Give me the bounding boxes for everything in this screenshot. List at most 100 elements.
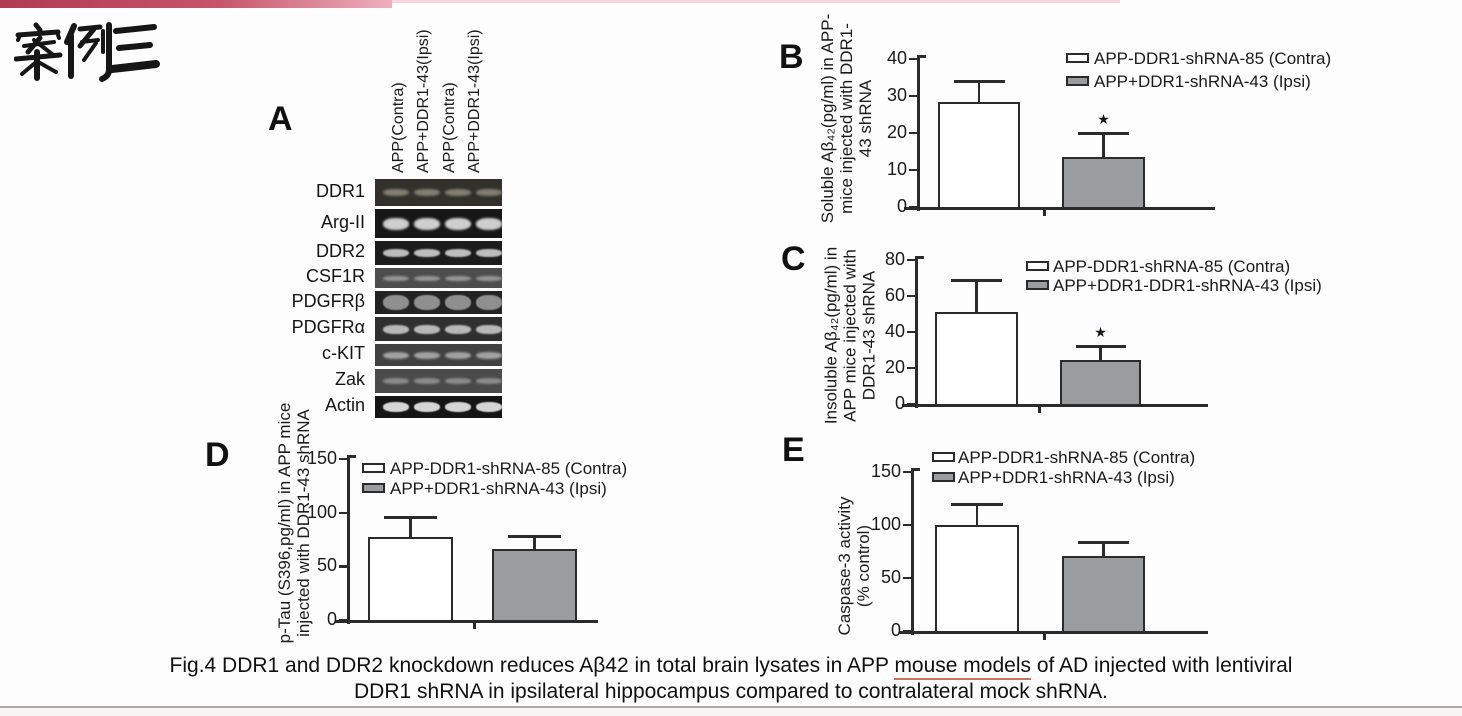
y-axis-label-line: p-Tau (S396,pg/ml) in APP mice <box>275 402 294 644</box>
top-accent-line <box>0 0 1120 3</box>
gel-band <box>445 378 471 384</box>
caption-line2: DDR1 shRNA in ipsilateral hippocampus co… <box>354 680 1108 703</box>
y-tick-label: 40 <box>884 321 905 341</box>
gel-band <box>445 351 471 359</box>
error-bar-cap <box>508 535 561 539</box>
y-tick-label: 0 <box>896 196 907 216</box>
gel-band <box>383 351 409 359</box>
axis-top-stub <box>917 55 926 58</box>
bottom-margin-strip <box>0 708 1462 716</box>
bar-ipsi <box>1062 555 1145 633</box>
gel-band <box>414 402 440 412</box>
y-tick-label: 80 <box>884 249 905 269</box>
bar-ipsi <box>1060 359 1141 406</box>
gel-band <box>414 324 440 334</box>
gel-strip <box>375 241 502 265</box>
blot-row-label: CSF1R <box>305 266 365 286</box>
blot-lane-label: APP+DDR1-43(Ipsi) <box>466 29 483 173</box>
y-tick <box>339 458 347 461</box>
bar-contra <box>935 525 1019 633</box>
y-tick <box>907 367 915 370</box>
significance-star: ★ <box>1097 111 1110 127</box>
y-tick-label: 40 <box>886 48 907 68</box>
bar-ipsi <box>1062 157 1145 209</box>
error-bar-stem <box>1102 133 1105 161</box>
y-tick <box>903 630 911 633</box>
gel-band <box>445 324 471 334</box>
gel-strip <box>375 209 502 238</box>
bar-contra <box>938 101 1020 209</box>
figure-caption: Fig.4 DDR1 and DDR2 knockdown reduces Aβ… <box>0 653 1462 705</box>
blot-row-label: c-KIT <box>322 343 365 363</box>
gel-band <box>383 378 409 384</box>
caption-underlined-text: mouse models <box>894 654 1031 680</box>
gel-band <box>476 275 502 281</box>
error-bar-stem <box>1102 541 1105 559</box>
error-bar-stem <box>409 516 412 541</box>
legend-swatch <box>1066 76 1089 86</box>
blot-row-label: Zak <box>334 369 365 389</box>
gel-band <box>414 217 440 230</box>
legend-swatch <box>1026 261 1049 271</box>
legend-swatch <box>1026 280 1049 290</box>
blot-row-label: PDGFRα <box>291 317 365 337</box>
gel-band <box>445 402 471 412</box>
significance-star: ★ <box>1094 323 1107 340</box>
panel-letter-c: C <box>781 240 806 278</box>
y-axis <box>915 256 918 408</box>
y-tick <box>903 577 911 580</box>
legend-label: APP-DDR1-shRNA-85 (Contra) <box>390 459 628 478</box>
gel-band <box>383 249 409 257</box>
legend-label: APP+DDR1-DDR1-shRNA-43 (Ipsi) <box>1053 276 1322 295</box>
gel-strip <box>375 369 502 393</box>
x-axis <box>902 404 1208 407</box>
y-tick-label: 20 <box>886 122 907 142</box>
x-axis <box>335 620 598 623</box>
y-tick-label: 60 <box>884 285 905 305</box>
y-tick-label: 20 <box>884 357 905 377</box>
gel-band <box>383 189 409 196</box>
caption-line1: Fig.4 DDR1 and DDR2 knockdown reduces Aβ… <box>0 653 1462 680</box>
bar-contra <box>368 537 453 622</box>
y-tick <box>909 206 917 209</box>
gel-band <box>445 249 471 257</box>
slide-title-calligraphy <box>14 22 160 82</box>
x-axis-center-tick <box>1038 407 1041 413</box>
y-tick-label: 10 <box>886 159 907 179</box>
y-tick-label: 50 <box>316 555 337 576</box>
y-tick <box>909 169 917 172</box>
y-axis <box>347 455 350 624</box>
error-bar-stem <box>1099 345 1102 363</box>
legend-swatch <box>1066 53 1089 63</box>
y-tick <box>909 58 917 61</box>
gel-band <box>414 351 440 359</box>
legend-label: APP-DDR1-shRNA-85 (Contra) <box>1094 49 1332 68</box>
y-tick <box>903 471 911 474</box>
gel-band <box>476 402 502 412</box>
y-tick <box>339 511 347 514</box>
panel-letter-e: E <box>782 431 805 469</box>
gel-band <box>476 217 502 230</box>
x-axis-center-tick <box>473 623 476 629</box>
y-tick <box>339 619 347 622</box>
blot-row-label: DDR1 <box>315 180 365 201</box>
error-bar-cap <box>953 80 1005 84</box>
gel-band <box>383 275 409 281</box>
y-tick <box>907 403 915 406</box>
legend-label: APP-DDR1-shRNA-85 (Contra) <box>1053 257 1291 276</box>
y-axis <box>917 55 920 211</box>
blot-lane-label: APP(Contra) <box>390 82 407 173</box>
error-bar-cap <box>1078 132 1129 135</box>
bottom-divider <box>0 706 1462 708</box>
x-axis <box>904 207 1215 210</box>
legend-swatch <box>932 472 955 482</box>
bar-contra <box>935 312 1018 406</box>
x-axis <box>899 631 1208 634</box>
y-tick-label: 100 <box>306 501 337 522</box>
error-bar-cap <box>1078 540 1129 544</box>
y-tick <box>907 331 915 334</box>
gel-strip <box>375 179 502 206</box>
legend-swatch <box>362 463 385 473</box>
error-bar-stem <box>533 536 536 553</box>
legend-swatch <box>932 452 955 462</box>
